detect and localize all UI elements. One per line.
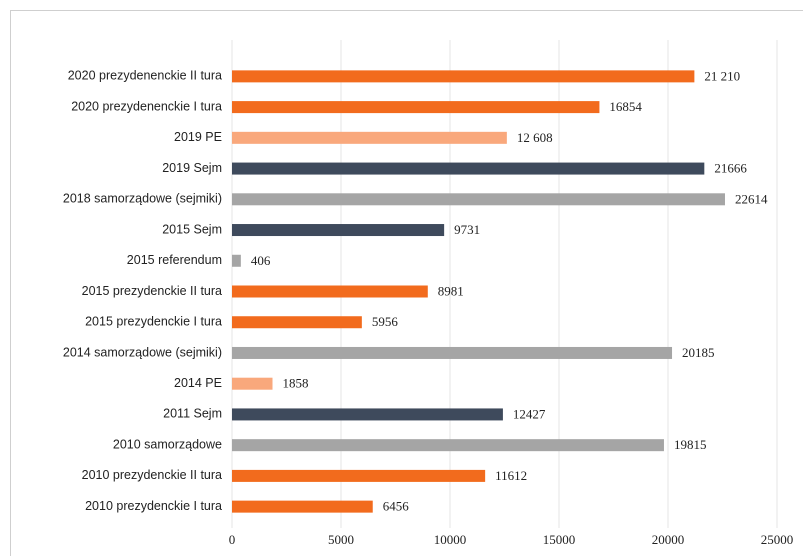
value-label: 6456 bbox=[383, 499, 410, 514]
value-label: 11612 bbox=[495, 468, 527, 483]
value-label: 21666 bbox=[714, 161, 747, 176]
value-label: 22614 bbox=[735, 191, 768, 206]
bar bbox=[232, 285, 428, 298]
bar bbox=[232, 346, 673, 359]
value-label: 5956 bbox=[372, 314, 399, 329]
y-tick-label: 2014 samorządowe (sejmiki) bbox=[63, 345, 222, 359]
y-tick-label: 2018 samorządowe (sejmiki) bbox=[63, 192, 222, 206]
y-tick-label: 2014 PE bbox=[174, 376, 222, 390]
y-tick-label: 2020 prezydenenckie I tura bbox=[71, 99, 222, 113]
y-tick-label: 2019 PE bbox=[174, 130, 222, 144]
y-tick-label: 2015 prezydenckie II tura bbox=[82, 284, 222, 298]
y-tick-label: 2015 Sejm bbox=[162, 222, 222, 236]
bar bbox=[232, 70, 695, 83]
y-tick-label: 2010 prezydenckie I tura bbox=[85, 499, 222, 513]
x-tick-label: 20000 bbox=[652, 532, 685, 547]
value-label: 406 bbox=[251, 253, 271, 268]
bar bbox=[232, 408, 503, 421]
y-tick-label: 2019 Sejm bbox=[162, 161, 222, 175]
bar bbox=[232, 377, 273, 390]
bar bbox=[232, 439, 664, 452]
value-label: 1858 bbox=[283, 376, 309, 391]
y-tick-label: 2010 samorządowe bbox=[113, 437, 222, 451]
bar bbox=[232, 224, 445, 237]
value-label: 9731 bbox=[454, 222, 480, 237]
x-tick-label: 0 bbox=[229, 532, 236, 547]
value-label: 12 608 bbox=[517, 130, 553, 145]
value-label: 8981 bbox=[438, 283, 464, 298]
value-label: 16854 bbox=[609, 99, 642, 114]
bar bbox=[232, 500, 373, 513]
chart-frame bbox=[10, 10, 803, 556]
value-label: 21 210 bbox=[704, 68, 740, 83]
x-tick-label: 10000 bbox=[434, 532, 467, 547]
bar bbox=[232, 101, 600, 114]
bar bbox=[232, 316, 362, 329]
value-label: 20185 bbox=[682, 345, 715, 360]
y-tick-label: 2015 referendum bbox=[127, 253, 222, 267]
bar bbox=[232, 131, 507, 144]
bar bbox=[232, 193, 725, 206]
y-tick-label: 2010 prezydenckie II tura bbox=[82, 468, 222, 482]
y-tick-label: 2020 prezydenenckie II tura bbox=[68, 69, 222, 83]
x-tick-label: 25000 bbox=[761, 532, 794, 547]
x-tick-label: 15000 bbox=[543, 532, 576, 547]
bar bbox=[232, 469, 486, 482]
y-tick-label: 2011 Sejm bbox=[163, 407, 222, 421]
x-tick-label: 5000 bbox=[328, 532, 354, 547]
value-label: 19815 bbox=[674, 437, 707, 452]
bar bbox=[232, 254, 241, 267]
value-label: 12427 bbox=[513, 406, 546, 421]
y-tick-label: 2015 prezydenckie I tura bbox=[85, 315, 222, 329]
bar bbox=[232, 162, 705, 175]
